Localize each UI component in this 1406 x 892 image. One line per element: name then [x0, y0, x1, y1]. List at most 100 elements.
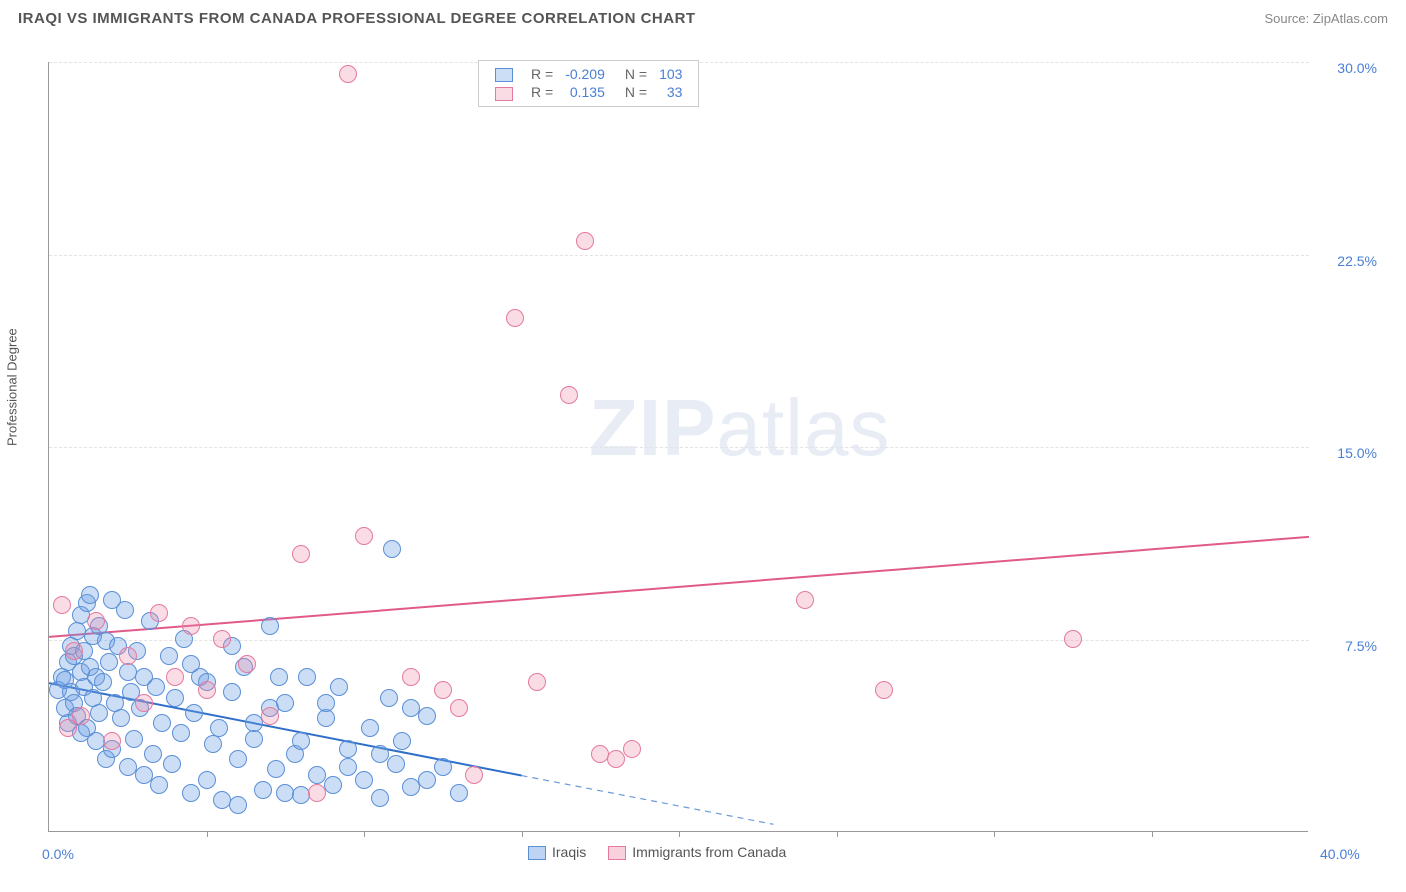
scatter-point [112, 709, 130, 727]
scatter-point [150, 604, 168, 622]
scatter-point [434, 758, 452, 776]
legend-r-value-iraqis: -0.209 [559, 65, 611, 83]
scatter-point [119, 647, 137, 665]
scatter-point [90, 704, 108, 722]
scatter-point [317, 709, 335, 727]
x-tick [837, 831, 838, 837]
scatter-point [185, 704, 203, 722]
scatter-point [576, 232, 594, 250]
scatter-point [361, 719, 379, 737]
x-axis-min-label: 0.0% [42, 846, 74, 862]
scatter-point [450, 699, 468, 717]
scatter-point [383, 540, 401, 558]
x-tick [522, 831, 523, 837]
legend-n-value-canada: 33 [653, 83, 688, 101]
y-tick-label: 7.5% [1317, 638, 1377, 654]
scatter-point [623, 740, 641, 758]
watermark: ZIPatlas [589, 382, 890, 474]
scatter-point [402, 668, 420, 686]
legend-n-value-iraqis: 103 [653, 65, 688, 83]
scatter-point [103, 732, 121, 750]
y-tick-label: 22.5% [1317, 253, 1377, 269]
legend-item-canada: Immigrants from Canada [608, 844, 786, 860]
correlation-legend: R = -0.209 N = 103 R = 0.135 N = 33 [478, 60, 699, 107]
series-legend: Iraqis Immigrants from Canada [528, 844, 786, 860]
scatter-point [465, 766, 483, 784]
scatter-point [182, 784, 200, 802]
scatter-point [324, 776, 342, 794]
scatter-point [198, 681, 216, 699]
scatter-point [308, 784, 326, 802]
y-tick-label: 15.0% [1317, 445, 1377, 461]
scatter-point [371, 745, 389, 763]
scatter-point [100, 653, 118, 671]
scatter-point [317, 694, 335, 712]
scatter-point [147, 678, 165, 696]
scatter-point [229, 750, 247, 768]
scatter-point [153, 714, 171, 732]
legend-row-iraqis: R = -0.209 N = 103 [489, 65, 688, 83]
scatter-point [182, 655, 200, 673]
scatter-point [339, 65, 357, 83]
gridline [49, 255, 1309, 256]
scatter-point [163, 755, 181, 773]
scatter-point [245, 730, 263, 748]
scatter-point [292, 545, 310, 563]
scatter-point [65, 642, 83, 660]
scatter-point [238, 655, 256, 673]
swatch-iraqis-icon [528, 846, 546, 860]
scatter-point [528, 673, 546, 691]
scatter-point [213, 630, 231, 648]
legend-r-value-canada: 0.135 [559, 83, 611, 101]
x-tick [994, 831, 995, 837]
scatter-point [223, 683, 241, 701]
x-tick [207, 831, 208, 837]
scatter-point [229, 796, 247, 814]
scatter-point [380, 689, 398, 707]
scatter-point [261, 617, 279, 635]
legend-item-iraqis: Iraqis [528, 844, 586, 860]
legend-r-label: R = [525, 65, 559, 83]
scatter-point [204, 735, 222, 753]
scatter-point [125, 730, 143, 748]
scatter-point [339, 758, 357, 776]
scatter-point [371, 789, 389, 807]
chart-source: Source: ZipAtlas.com [1264, 11, 1388, 26]
scatter-point [560, 386, 578, 404]
x-tick [364, 831, 365, 837]
scatter-point [81, 586, 99, 604]
scatter-point [254, 781, 272, 799]
scatter-point [261, 707, 279, 725]
scatter-point [172, 724, 190, 742]
gridline [49, 447, 1309, 448]
scatter-point [72, 707, 90, 725]
chart-area: ZIPatlas 7.5% 15.0% 22.5% 30.0% R = -0.209 … [48, 62, 1378, 832]
scatter-point [387, 755, 405, 773]
scatter-point [267, 760, 285, 778]
scatter-point [87, 612, 105, 630]
scatter-point [434, 681, 452, 699]
scatter-point [402, 699, 420, 717]
scatter-point [270, 668, 288, 686]
scatter-point [144, 745, 162, 763]
scatter-point [355, 527, 373, 545]
scatter-point [150, 776, 168, 794]
scatter-point [276, 784, 294, 802]
swatch-iraqis [495, 68, 513, 82]
scatter-point [1064, 630, 1082, 648]
scatter-point [418, 771, 436, 789]
scatter-point [182, 617, 200, 635]
scatter-point [292, 732, 310, 750]
scatter-point [607, 750, 625, 768]
legend-r-label: R = [525, 83, 559, 101]
x-tick [1152, 831, 1153, 837]
legend-n-label: N = [611, 65, 653, 83]
scatter-point [116, 601, 134, 619]
scatter-point [875, 681, 893, 699]
y-axis-label: Professional Degree [5, 328, 20, 446]
y-tick-label: 30.0% [1317, 60, 1377, 76]
scatter-point [393, 732, 411, 750]
scatter-point [339, 740, 357, 758]
scatter-point [210, 719, 228, 737]
scatter-point [94, 673, 112, 691]
